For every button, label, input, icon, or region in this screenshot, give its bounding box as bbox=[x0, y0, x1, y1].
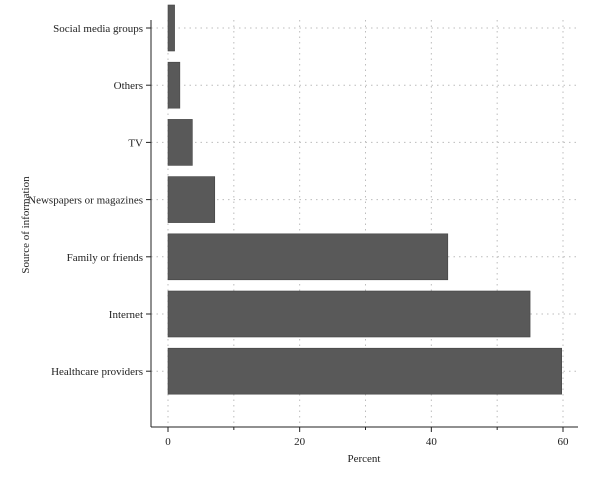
bars bbox=[167, 4, 562, 395]
category-label: Social media groups bbox=[53, 23, 143, 35]
y-axis-title: Source of information bbox=[20, 176, 32, 274]
bar bbox=[167, 176, 216, 223]
bar bbox=[167, 347, 562, 395]
bar bbox=[167, 61, 181, 109]
x-tick-label: 20 bbox=[294, 436, 306, 448]
x-tick-label: 60 bbox=[558, 436, 570, 448]
category-label: TV bbox=[128, 137, 143, 149]
x-tick-label: 0 bbox=[165, 436, 171, 448]
category-label: Internet bbox=[109, 309, 143, 321]
category-label: Family or friends bbox=[67, 252, 143, 264]
x-tick-label: 40 bbox=[426, 436, 438, 448]
ticks bbox=[146, 27, 564, 432]
category-label: Newspapers or magazines bbox=[28, 195, 143, 207]
x-axis-title: Percent bbox=[348, 453, 381, 465]
category-label: Others bbox=[114, 80, 143, 92]
labels: Social media groups Others TV Newspapers or… bbox=[28, 23, 569, 448]
gridlines bbox=[151, 20, 578, 427]
bar bbox=[167, 233, 449, 281]
bar bbox=[167, 119, 193, 166]
bar bbox=[167, 290, 531, 338]
axes bbox=[150, 20, 578, 428]
bar bbox=[167, 4, 175, 52]
category-label: Healthcare providers bbox=[51, 366, 143, 378]
